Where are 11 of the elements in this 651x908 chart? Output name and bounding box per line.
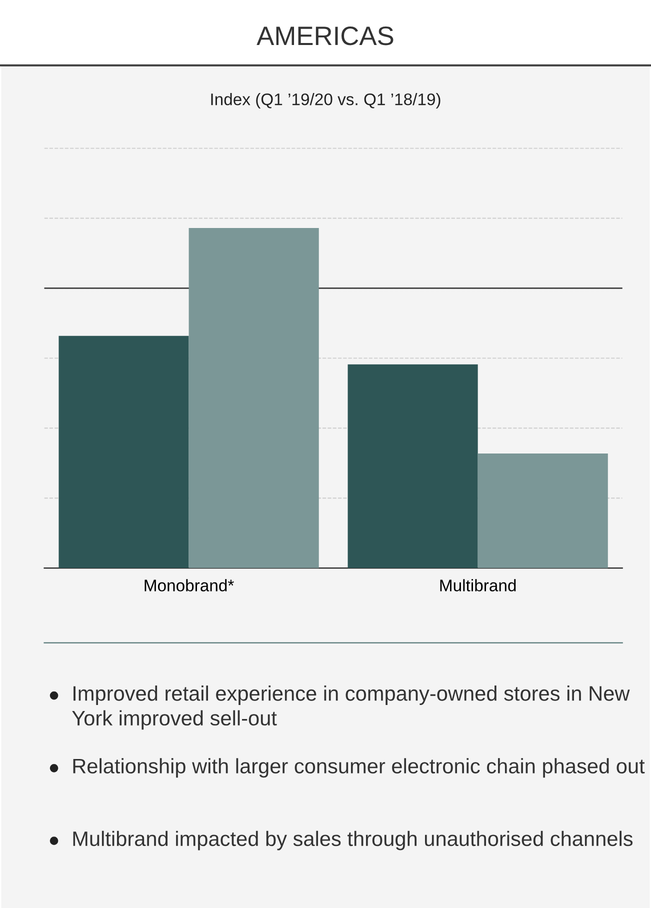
bar xyxy=(188,228,319,568)
text: Relationship with larger consumer electronic chain phased out xyxy=(73,758,645,778)
x-tick-label: Monobrand* xyxy=(144,579,234,592)
chart-subtitle: Index (Q1 ’19/20 vs. Q1 ’18/19) xyxy=(211,93,440,109)
chart-title: AMERICAS xyxy=(256,26,394,46)
bar xyxy=(478,453,608,568)
text: Multibrand impacted by sales through unauthorised channels xyxy=(73,830,633,850)
text: Improved retail experience in company-owned stores in New York improved sell-out xyxy=(72,686,630,730)
bar xyxy=(58,336,189,568)
bar xyxy=(348,364,478,568)
x-tick-label: Multibrand xyxy=(440,579,516,592)
